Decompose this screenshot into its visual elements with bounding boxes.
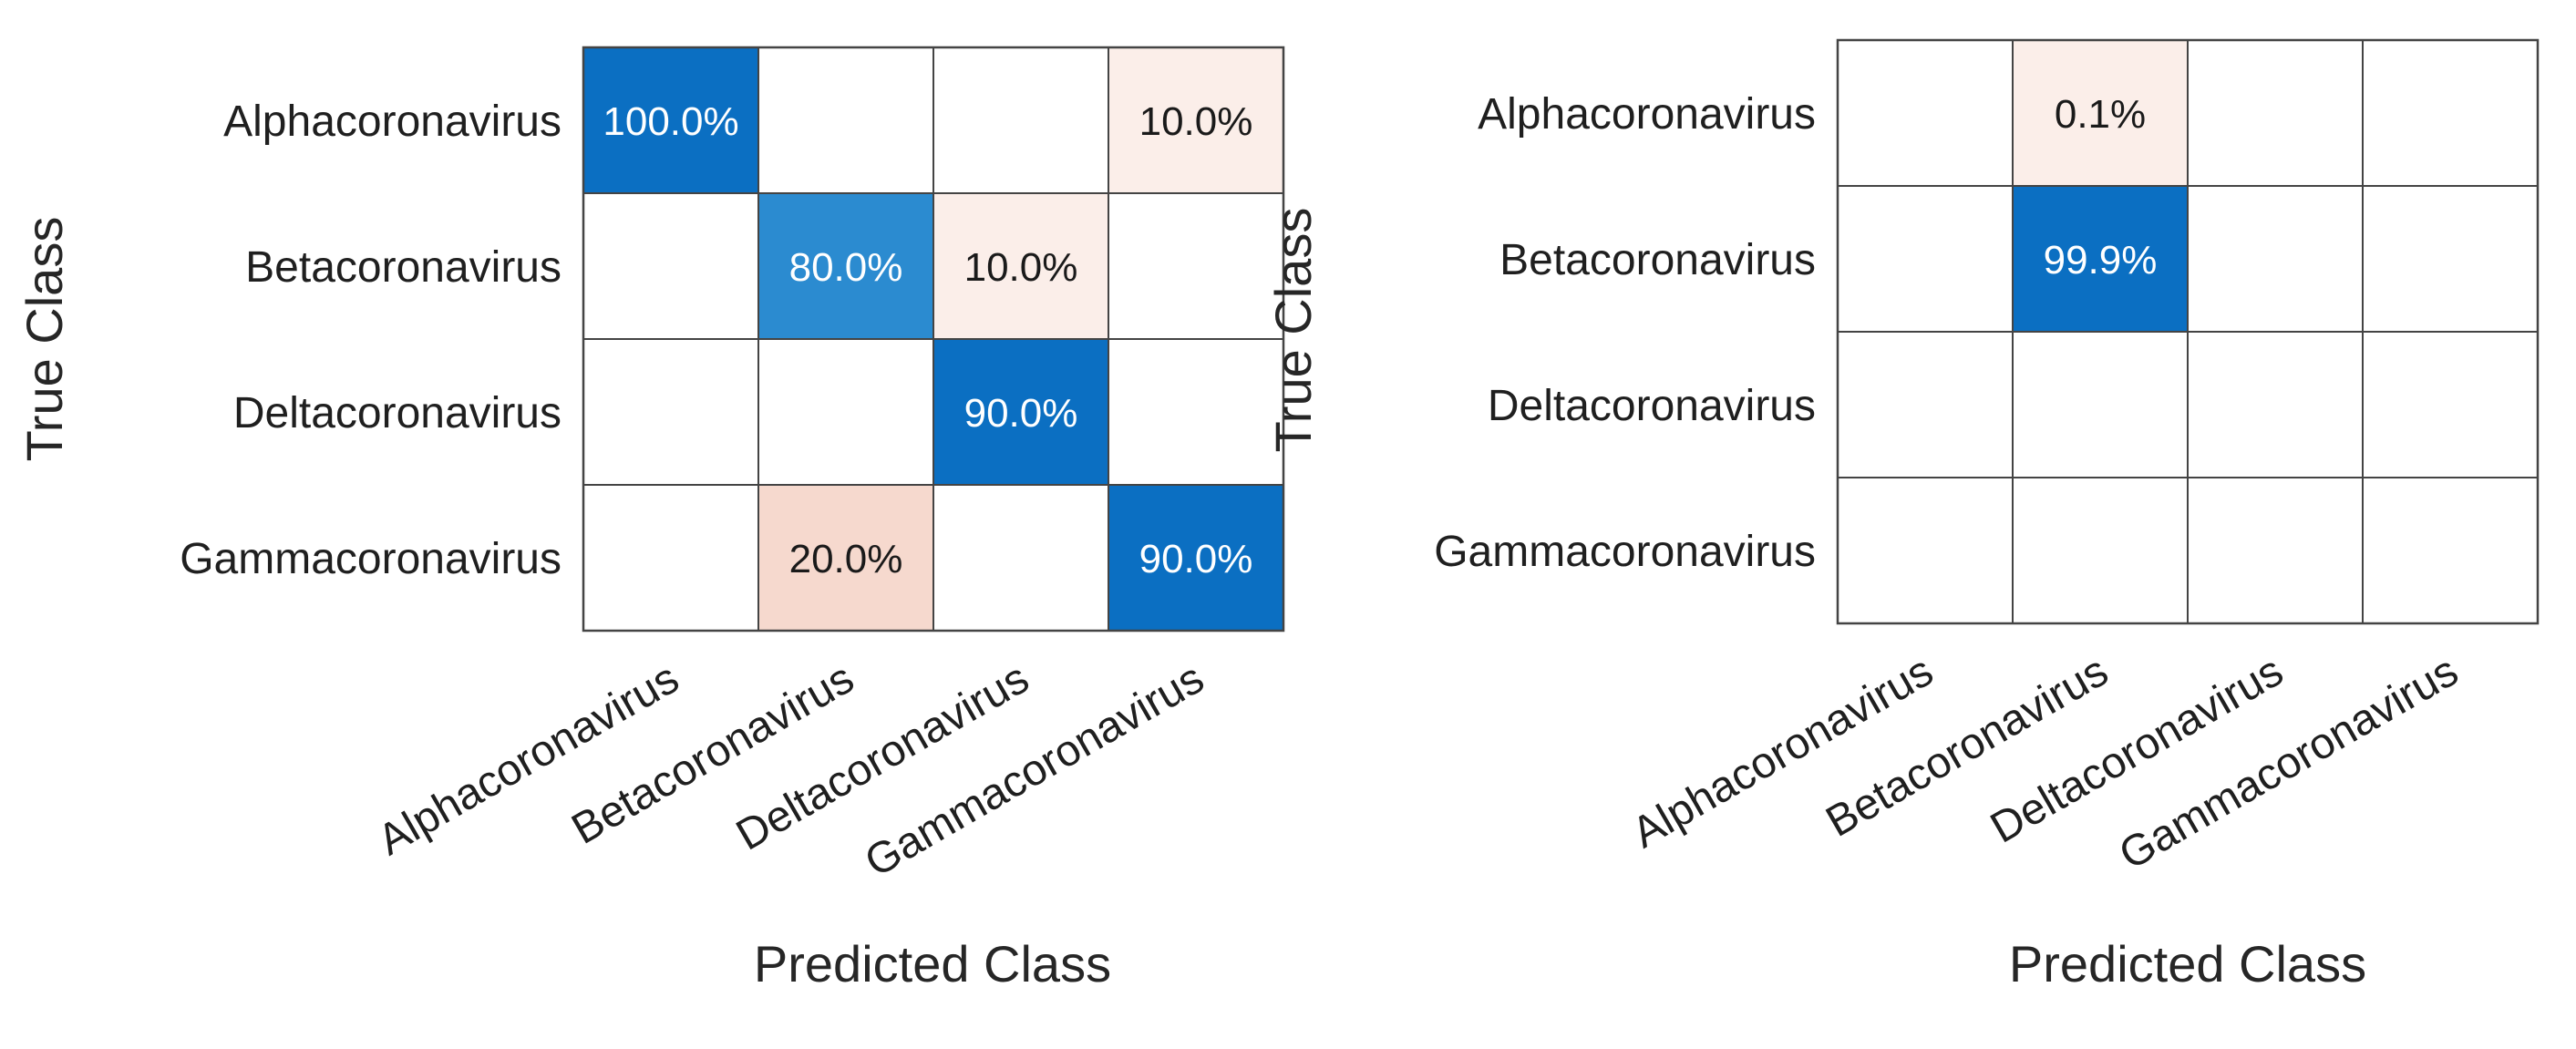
matrix-cell xyxy=(2187,331,2364,478)
matrix-cell xyxy=(2012,477,2189,624)
matrix-cell xyxy=(933,46,1109,194)
row-tick-label: Alphacoronavirus xyxy=(1478,90,1816,139)
cell-value-label: 10.0% xyxy=(1139,99,1253,144)
confusion-matrix-left: 100.0% 10.0% 80.0% 10.0% 90.0% 20.0% 90.0% Alph… xyxy=(15,46,1285,992)
matrix-cell xyxy=(1837,331,2014,478)
matrix-cell xyxy=(1837,477,2014,624)
matrix-cell xyxy=(1108,46,1284,194)
matrix-cell xyxy=(2362,331,2539,478)
matrix-cell xyxy=(1108,192,1284,340)
matrix-cell xyxy=(757,46,934,194)
matrix-cell xyxy=(2187,39,2364,187)
matrix-cell xyxy=(2012,39,2189,187)
column-tick-label: Betacoronavirus xyxy=(1819,647,2117,847)
matrix-cell xyxy=(2012,185,2189,333)
column-tick-label: Alphacoronavirus xyxy=(370,654,687,865)
y-axis-title: True Class xyxy=(15,217,73,462)
x-axis-title: Predicted Class xyxy=(2009,935,2366,992)
row-tick-label: Deltacoronavirus xyxy=(1488,382,1816,430)
row-tick-label: Betacoronavirus xyxy=(245,243,562,292)
matrix-cell xyxy=(933,338,1109,486)
column-tick-label: Betacoronavirus xyxy=(564,654,862,854)
matrix-cell xyxy=(2187,185,2364,333)
matrix-cell xyxy=(757,338,934,486)
row-tick-label: Gammacoronavirus xyxy=(1434,528,1816,576)
matrix-cell xyxy=(757,484,934,632)
cell-value-label: 90.0% xyxy=(964,391,1078,436)
cell-value-label: 100.0% xyxy=(603,99,738,144)
matrix-cell xyxy=(582,338,759,486)
matrix-cell xyxy=(582,484,759,632)
matrix-cell xyxy=(1837,185,2014,333)
matrix-border xyxy=(582,46,1285,632)
matrix-cell xyxy=(1837,39,2014,187)
matrix-cell xyxy=(1108,338,1284,486)
column-tick-label: Deltacoronavirus xyxy=(1983,647,2291,853)
matrix-cell xyxy=(933,484,1109,632)
x-axis-title: Predicted Class xyxy=(754,935,1111,992)
cell-value-label: 10.0% xyxy=(964,245,1078,290)
matrix-cell xyxy=(933,192,1109,340)
matrix-border xyxy=(1836,38,2540,625)
cell-value-label: 20.0% xyxy=(789,537,903,581)
column-tick-label: Alphacoronavirus xyxy=(1624,647,1942,858)
cell-value-label: 90.0% xyxy=(1139,537,1253,581)
y-axis-title: True Class xyxy=(1264,208,1322,453)
confusion-matrix-right: 0.1%99.9%AlphacoronavirusBetacoronavirus… xyxy=(1264,38,2540,992)
matrix-cell xyxy=(2362,477,2539,624)
cell-value-label: 0.1% xyxy=(2055,92,2146,137)
matrix-cell xyxy=(582,46,759,194)
column-tick-label: Deltacoronavirus xyxy=(728,654,1036,860)
matrix-cell xyxy=(2362,185,2539,333)
column-tick-label: Gammacoronavirus xyxy=(857,654,1211,887)
row-tick-label: Deltacoronavirus xyxy=(233,389,562,437)
matrix-cell xyxy=(2012,331,2189,478)
matrix-cell xyxy=(2362,39,2539,187)
row-tick-label: Alphacoronavirus xyxy=(223,98,562,146)
row-tick-label: Gammacoronavirus xyxy=(180,535,562,583)
matrix-cell xyxy=(757,192,934,340)
cell-value-label: 80.0% xyxy=(789,245,903,290)
cell-value-label: 99.9% xyxy=(2044,238,2158,283)
matrix-cell xyxy=(2187,477,2364,624)
row-tick-label: Betacoronavirus xyxy=(1499,236,1816,284)
matrix-cell xyxy=(582,192,759,340)
column-tick-label: Gammacoronavirus xyxy=(2111,647,2466,879)
